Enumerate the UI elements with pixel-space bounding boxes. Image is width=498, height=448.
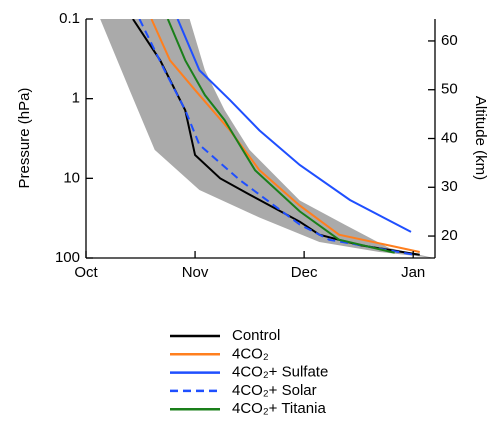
legend-label: 4CO₂+ Solar xyxy=(232,382,317,399)
x-tick-label: Jan xyxy=(401,264,425,281)
legend-label: 4CO₂+ Sulfate xyxy=(232,364,328,381)
legend-label: Control xyxy=(232,327,280,344)
y2-tick-label: 20 xyxy=(441,227,458,244)
x-tick-label: Oct xyxy=(74,264,98,281)
legend-label: 4CO₂+ Titania xyxy=(232,400,326,417)
y2-tick-label: 40 xyxy=(441,129,458,146)
range-band xyxy=(100,19,434,258)
y-tick-label: 100 xyxy=(55,249,80,266)
series-line xyxy=(176,19,412,233)
y-tick-label: 0.1 xyxy=(59,10,80,27)
y-tick-label: 1 xyxy=(72,90,80,107)
y-tick-label: 10 xyxy=(63,169,80,186)
series-line xyxy=(166,19,395,254)
x-tick-label: Nov xyxy=(182,264,209,281)
y-axis-label: Pressure (hPa) xyxy=(16,88,33,189)
y2-axis-label: Altitude (km) xyxy=(472,96,489,180)
y2-tick-label: 50 xyxy=(441,81,458,98)
y2-tick-label: 60 xyxy=(441,32,458,49)
series-line xyxy=(150,19,420,253)
y2-tick-label: 30 xyxy=(441,178,458,195)
x-tick-label: Dec xyxy=(291,264,318,281)
legend-label: 4CO₂ xyxy=(232,345,269,362)
plot-area xyxy=(100,19,434,258)
